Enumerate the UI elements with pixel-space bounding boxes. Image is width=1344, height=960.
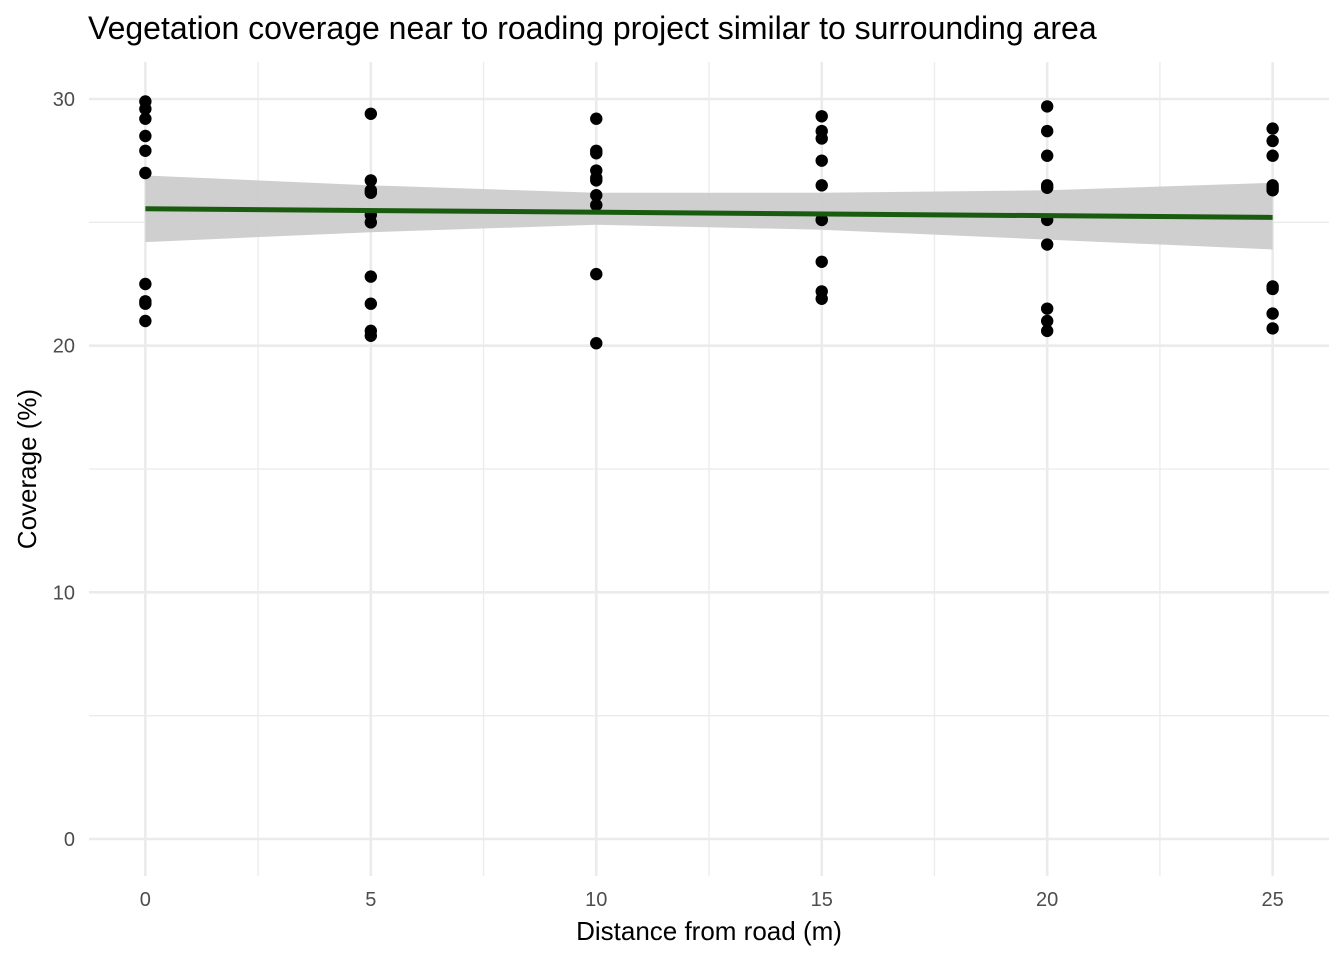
- data-point: [1266, 149, 1279, 162]
- data-point: [364, 107, 378, 121]
- data-point: [139, 112, 152, 125]
- data-point: [1266, 122, 1279, 135]
- data-point: [1040, 149, 1054, 162]
- data-point: [815, 110, 828, 123]
- data-point: [590, 174, 603, 187]
- data-point: [1266, 134, 1279, 148]
- data-point: [590, 337, 603, 350]
- data-point: [139, 102, 152, 116]
- data-point: [1266, 307, 1279, 320]
- data-point: [1040, 181, 1054, 194]
- y-tick-labels: 0 10 20 30: [53, 89, 75, 851]
- data-point: [1266, 322, 1279, 335]
- x-tick-label: 5: [365, 889, 376, 911]
- x-tick-label: 10: [585, 889, 607, 911]
- data-point: [1040, 314, 1054, 328]
- y-axis-title: Coverage (%): [12, 389, 42, 549]
- chart-title: Vegetation coverage near to roading proj…: [88, 10, 1097, 46]
- data-point: [139, 297, 152, 310]
- fit-line-layer: [145, 206, 1273, 220]
- data-point: [590, 147, 603, 160]
- x-tick-label: 15: [811, 889, 833, 911]
- data-point: [139, 144, 152, 157]
- data-point: [815, 154, 828, 167]
- data-point: [1040, 324, 1054, 338]
- data-point: [1040, 124, 1054, 138]
- y-tick-label: 0: [64, 829, 75, 851]
- data-point: [139, 166, 152, 180]
- data-point: [590, 189, 603, 202]
- x-tick-label: 0: [140, 889, 151, 911]
- data-point: [364, 297, 378, 310]
- data-point: [815, 132, 828, 145]
- data-point: [364, 186, 378, 199]
- data-point: [815, 179, 828, 192]
- data-point: [815, 255, 828, 268]
- data-point: [1040, 100, 1054, 113]
- x-tick-label: 20: [1036, 889, 1058, 911]
- data-point: [139, 129, 152, 143]
- data-point: [1040, 302, 1054, 315]
- data-point: [139, 277, 152, 291]
- data-point: [364, 174, 378, 187]
- data-point: [590, 198, 603, 212]
- data-point: [590, 112, 603, 125]
- data-point: [815, 213, 828, 227]
- data-point: [1040, 238, 1054, 251]
- y-tick-label: 30: [53, 89, 75, 111]
- data-point: [139, 314, 152, 328]
- x-tick-labels: 0 5 10 15 20 25: [140, 889, 1284, 911]
- regression-line: [145, 206, 1273, 220]
- x-tick-label: 25: [1262, 889, 1284, 911]
- y-tick-label: 10: [53, 582, 75, 604]
- data-point: [1266, 282, 1279, 296]
- data-point: [590, 267, 603, 281]
- y-tick-label: 20: [53, 336, 75, 358]
- data-point: [364, 329, 378, 342]
- data-point: [815, 292, 828, 305]
- data-point: [1266, 184, 1279, 197]
- data-point: [364, 270, 378, 283]
- x-axis-title: Distance from road (m): [576, 916, 842, 946]
